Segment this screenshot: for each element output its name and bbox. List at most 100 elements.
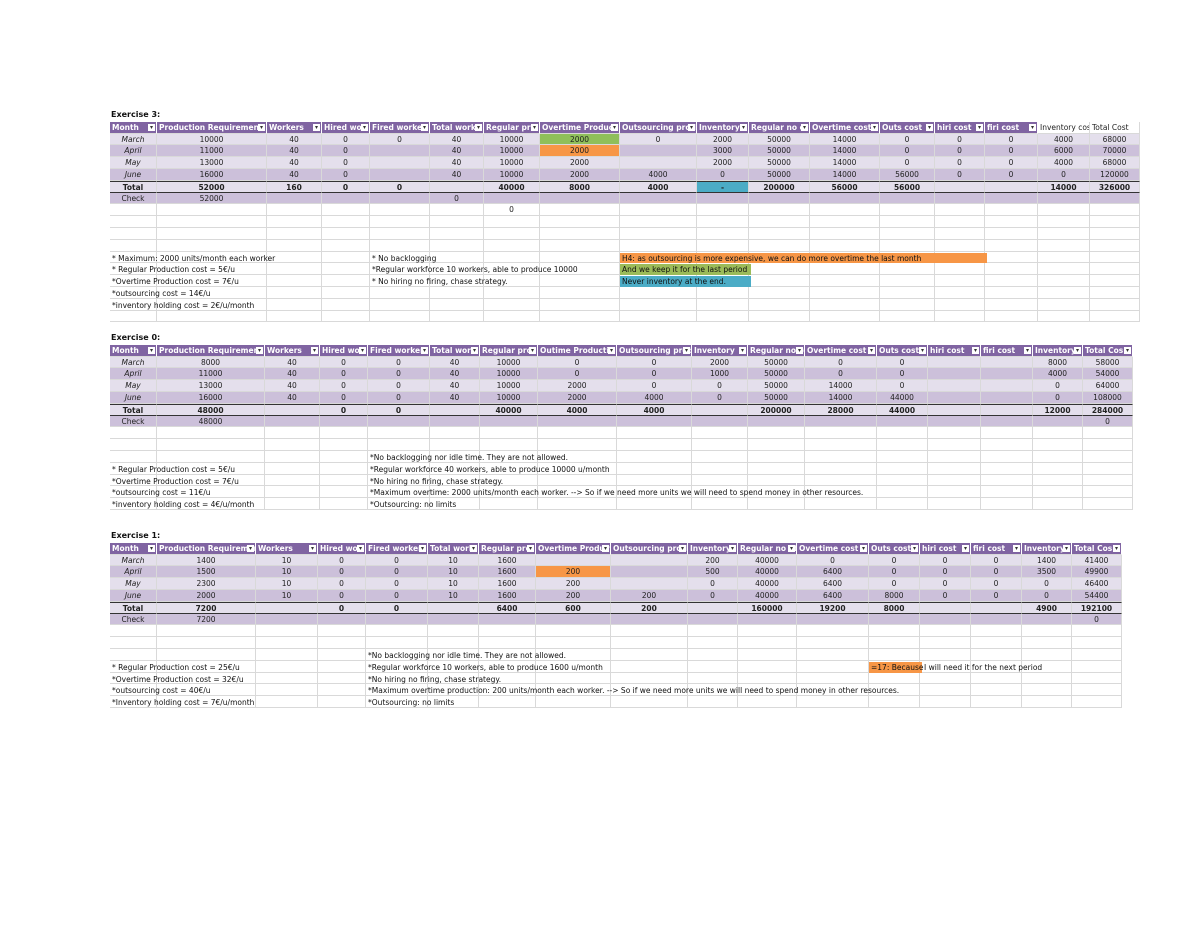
filter-button[interactable]: ▾ xyxy=(911,544,918,552)
data-cell: 6400 xyxy=(797,566,869,579)
filter-button[interactable]: ▾ xyxy=(608,346,615,354)
filter-button[interactable]: ▾ xyxy=(1029,123,1036,131)
empty-cell xyxy=(1072,625,1122,638)
note-left: *outsourcing cost = 11€/u xyxy=(112,488,211,498)
filter-button[interactable]: ▾ xyxy=(688,123,695,131)
filter-button[interactable]: ▾ xyxy=(962,544,969,552)
total-cell: Total xyxy=(110,403,157,416)
data-cell: 0 xyxy=(617,356,692,369)
filter-button[interactable]: ▾ xyxy=(926,123,933,131)
empty-cell xyxy=(320,474,368,487)
filter-button[interactable]: ▾ xyxy=(1063,544,1070,552)
data-cell: 4000 xyxy=(1038,133,1090,146)
empty-cell xyxy=(428,684,479,697)
filter-button[interactable]: ▾ xyxy=(148,544,155,552)
empty-cell xyxy=(928,462,981,475)
empty-cell xyxy=(480,474,538,487)
filter-button[interactable]: ▾ xyxy=(683,346,690,354)
filter-button[interactable]: ▾ xyxy=(788,544,795,552)
filter-button[interactable]: ▾ xyxy=(148,346,155,354)
filter-button[interactable]: ▾ xyxy=(313,123,320,131)
column-header: Month ▾ xyxy=(110,542,157,555)
data-cell: 10 xyxy=(256,554,318,567)
note-left: *Overtime Production cost = 7€/u xyxy=(112,476,239,486)
empty-cell xyxy=(749,287,810,299)
empty-cell xyxy=(318,625,366,638)
empty-cell xyxy=(810,216,880,228)
empty-cell xyxy=(688,684,738,697)
empty-cell xyxy=(110,684,157,697)
total-cell: 8000 xyxy=(540,180,620,193)
filter-button[interactable]: ▾ xyxy=(972,346,979,354)
filter-button[interactable]: ▾ xyxy=(602,544,609,552)
data-cell xyxy=(928,356,981,369)
empty-cell xyxy=(366,637,428,649)
filter-button[interactable]: ▾ xyxy=(256,346,263,354)
empty-cell xyxy=(1022,625,1072,638)
filter-button[interactable]: ▾ xyxy=(801,123,808,131)
empty-cell xyxy=(748,427,805,440)
filter-button[interactable]: ▾ xyxy=(1124,346,1131,354)
filter-button[interactable]: ▾ xyxy=(311,346,318,354)
data-cell: 46400 xyxy=(1072,578,1122,590)
filter-button[interactable]: ▾ xyxy=(527,544,534,552)
check-cell xyxy=(920,613,971,626)
empty-cell xyxy=(1033,498,1083,510)
empty-cell xyxy=(692,462,748,475)
empty-cell xyxy=(971,672,1022,685)
filter-button[interactable]: ▾ xyxy=(471,346,478,354)
empty-cell xyxy=(920,696,971,708)
filter-button[interactable]: ▾ xyxy=(419,544,426,552)
data-cell: 8000 xyxy=(157,356,265,369)
filter-button[interactable]: ▾ xyxy=(475,123,482,131)
data-cell: 0 xyxy=(368,380,430,392)
filter-button[interactable]: ▾ xyxy=(679,544,686,552)
filter-button[interactable]: ▾ xyxy=(796,346,803,354)
filter-button[interactable]: ▾ xyxy=(919,346,926,354)
empty-cell xyxy=(928,474,981,487)
empty-cell xyxy=(877,427,928,440)
filter-button[interactable]: ▾ xyxy=(729,544,736,552)
empty-cell xyxy=(484,239,540,252)
filter-button[interactable]: ▾ xyxy=(868,346,875,354)
filter-button[interactable]: ▾ xyxy=(359,346,366,354)
filter-button[interactable]: ▾ xyxy=(1013,544,1020,552)
data-cell: 0 xyxy=(320,380,368,392)
empty-cell xyxy=(611,684,688,697)
empty-cell xyxy=(1038,287,1090,299)
empty-cell xyxy=(480,451,538,463)
filter-button[interactable]: ▾ xyxy=(421,346,428,354)
note-middle: *Regular workforce 10 workers, able to p… xyxy=(368,662,603,672)
filter-button[interactable]: ▾ xyxy=(1074,346,1081,354)
empty-cell xyxy=(484,310,540,323)
data-cell: 0 xyxy=(935,133,985,146)
filter-button[interactable]: ▾ xyxy=(247,544,254,552)
filter-button[interactable]: ▾ xyxy=(976,123,983,131)
filter-button[interactable]: ▾ xyxy=(611,123,618,131)
data-cell: 0 xyxy=(688,590,738,602)
filter-button[interactable]: ▾ xyxy=(531,123,538,131)
data-cell: 0 xyxy=(370,133,430,146)
filter-button[interactable]: ▾ xyxy=(739,346,746,354)
empty-cell xyxy=(368,474,430,487)
filter-button[interactable]: ▾ xyxy=(148,123,155,131)
filter-button[interactable]: ▾ xyxy=(740,123,747,131)
filter-button[interactable]: ▾ xyxy=(357,544,364,552)
filter-button[interactable]: ▾ xyxy=(309,544,316,552)
filter-button[interactable]: ▾ xyxy=(529,346,536,354)
empty-cell xyxy=(157,462,265,475)
filter-button[interactable]: ▾ xyxy=(871,123,878,131)
filter-button[interactable]: ▾ xyxy=(1024,346,1031,354)
empty-cell xyxy=(157,439,265,451)
filter-button[interactable]: ▾ xyxy=(361,123,368,131)
empty-cell xyxy=(1083,486,1133,499)
check-cell: 0 xyxy=(1072,613,1122,626)
filter-button[interactable]: ▾ xyxy=(860,544,867,552)
filter-button[interactable]: ▾ xyxy=(421,123,428,131)
empty-cell xyxy=(797,637,869,649)
empty-cell xyxy=(110,672,157,685)
filter-button[interactable]: ▾ xyxy=(258,123,265,131)
filter-button[interactable]: ▾ xyxy=(1113,544,1120,552)
filter-button[interactable]: ▾ xyxy=(470,544,477,552)
data-cell xyxy=(880,204,935,217)
